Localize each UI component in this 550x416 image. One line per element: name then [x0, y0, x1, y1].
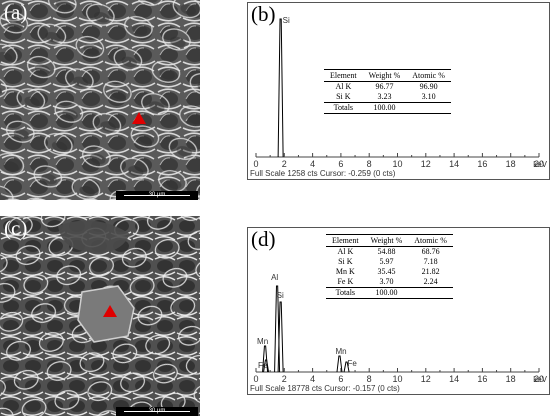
cell: 3.10	[421, 92, 436, 101]
cell: Totals	[326, 287, 365, 299]
x-tick-label: 2	[281, 374, 287, 384]
fracture-texture-a	[0, 0, 200, 200]
cell: Totals	[324, 102, 363, 114]
status-line-d: Full Scale 18778 cts Cursor: -0.157 (0 c…	[250, 384, 400, 393]
cell: 21.82	[421, 267, 440, 276]
spectrum-peak	[262, 345, 269, 373]
spectrum-plot-b: Si	[255, 16, 540, 158]
col-header-weight: Weight %	[362, 69, 407, 82]
cell: 3.23	[377, 92, 392, 101]
x-tick-label: 4	[310, 159, 316, 169]
cell: 68.76	[421, 247, 440, 256]
cell: Fe K	[337, 277, 354, 286]
col-header-element: Element	[324, 69, 363, 82]
x-tick-label: 12	[420, 374, 431, 384]
scale-bar-c: 30 µm	[116, 407, 198, 416]
fracture-texture-c	[0, 216, 200, 416]
col-header-atomic: Atomic %	[406, 69, 451, 82]
peak-label: Mn	[257, 337, 268, 346]
peak-label: Fe	[348, 359, 358, 368]
x-tick-label: 20	[533, 374, 545, 384]
x-tick-label: 6	[338, 374, 344, 384]
analysis-point-marker-c	[103, 305, 117, 317]
cell: 7.18	[423, 257, 438, 266]
peak-label: Si	[283, 16, 290, 25]
cell: Al K	[337, 247, 354, 256]
cell: Al K	[335, 82, 352, 91]
status-line-b: Full Scale 1258 cts Cursor: -0.259 (0 ct…	[250, 169, 396, 178]
x-tick-label: 10	[392, 159, 403, 169]
x-tick-label: 8	[366, 374, 372, 384]
cell: 100.00	[362, 102, 407, 114]
panel-label-b: (b)	[251, 2, 276, 26]
x-tick-label: 14	[449, 159, 460, 169]
eds-spectrum-b: (b) Si 0 2 4 6 8 10 12 14 16 18 20 keV Full Scale …	[247, 2, 550, 180]
x-tick-label: 18	[505, 374, 516, 384]
col-header-element: Element	[326, 234, 365, 247]
peak-label: Si	[277, 291, 284, 300]
spectrum-peak	[274, 285, 281, 373]
cell: 2.24	[423, 277, 438, 286]
cell: 100.00	[364, 287, 409, 299]
composition-table-d: Element Weight % Atomic % Al K 54.88 68.…	[326, 234, 453, 299]
x-tick-label: 8	[366, 159, 372, 169]
col-header-weight: Weight %	[364, 234, 409, 247]
x-tick-label: 16	[477, 374, 488, 384]
table-row: Si K 5.97 7.18	[326, 257, 453, 267]
table-row: Al K 54.88 68.76	[326, 247, 453, 258]
spectrum-peak	[277, 18, 284, 158]
analysis-point-marker-a	[132, 112, 146, 124]
x-tick-label: 18	[505, 159, 516, 169]
x-tick-label: 4	[310, 374, 316, 384]
spectrum-peak	[263, 359, 270, 373]
peak-label: Mn	[335, 347, 346, 356]
panel-label-c: (c)	[4, 216, 28, 240]
cell: Mn K	[335, 267, 355, 276]
x-tick-label: 0	[253, 159, 259, 169]
table-row: Fe K 3.70 2.24	[326, 277, 453, 288]
scale-bar-a: 30 µm	[116, 191, 198, 200]
unit-label-d: keV	[533, 375, 547, 384]
sem-image-a: (a) 30 µm	[0, 0, 200, 200]
cell: 96.77	[375, 82, 394, 91]
cell: 35.45	[377, 267, 396, 276]
cell: 5.97	[379, 257, 394, 266]
sem-image-c: (c) 30 µm	[0, 216, 200, 416]
spectrum-peak	[336, 355, 343, 373]
cell	[408, 287, 453, 299]
table-row: Mn K 35.45 21.82	[326, 267, 453, 277]
x-tick-label: 16	[477, 159, 488, 169]
composition-table-b: Element Weight % Atomic % Al K 96.77 96.…	[324, 69, 451, 114]
panel-label-a: (a)	[4, 0, 28, 24]
panel-label-d: (d)	[251, 227, 276, 251]
x-tick-label: 14	[449, 374, 460, 384]
table-row: Si K 3.23 3.10	[324, 92, 451, 103]
table-row: Totals 100.00	[324, 102, 451, 114]
cell: 96.90	[419, 82, 438, 91]
x-tick-label: 20	[533, 159, 545, 169]
x-tick-label: 10	[392, 374, 403, 384]
cell: Si K	[336, 92, 351, 101]
col-header-atomic: Atomic %	[408, 234, 453, 247]
x-tick-label: 0	[253, 374, 259, 384]
scale-bar-label-a: 30 µm	[148, 192, 166, 198]
x-tick-label: 12	[420, 159, 431, 169]
table-row: Al K 96.77 96.90	[324, 82, 451, 93]
x-tick-label: 6	[338, 159, 344, 169]
spectrum-peak	[277, 301, 284, 373]
peak-label: Fe	[258, 361, 268, 370]
table-row: Totals 100.00	[326, 287, 453, 299]
cell	[406, 102, 451, 114]
cell: 3.70	[379, 277, 394, 286]
eds-spectrum-d: (d) Al Si Mn Fe Mn Fe 0 2 4 6 8 10 12 14 16 18 20 keV F…	[247, 227, 550, 395]
cell: 54.88	[377, 247, 396, 256]
spectrum-peak	[343, 361, 350, 373]
x-tick-label: 2	[281, 159, 287, 169]
peak-label: Al	[271, 273, 278, 282]
unit-label-b: keV	[533, 160, 547, 169]
cell: Si K	[338, 257, 353, 266]
scale-bar-label-c: 30 µm	[148, 408, 166, 414]
